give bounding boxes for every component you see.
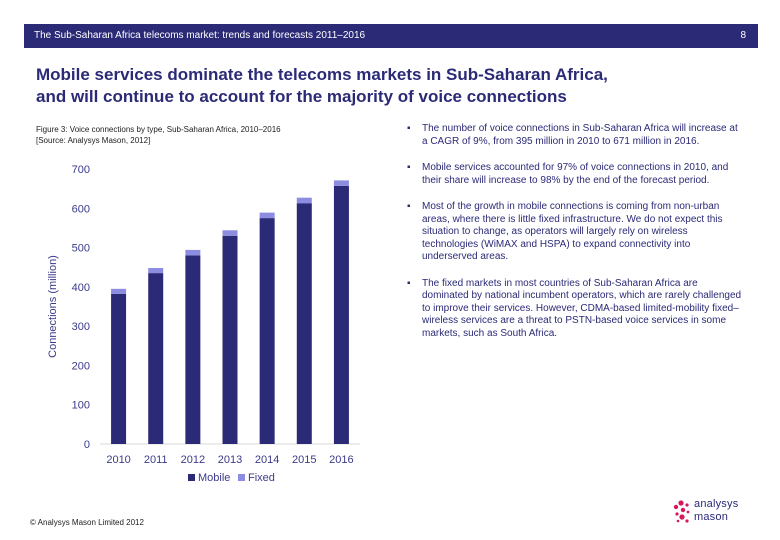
x-tick-label: 2014 [255, 454, 279, 466]
slide-headline: Mobile services dominate the telecoms ma… [36, 64, 746, 108]
bar-mobile-2015 [296, 203, 312, 444]
x-tick-label: 2015 [292, 454, 316, 466]
bullet-item: The fixed markets in most countries of S… [406, 278, 746, 341]
bar-mobile-2014 [259, 218, 275, 444]
bar-fixed-2016 [333, 180, 349, 186]
bar-mobile-2011 [148, 273, 164, 444]
logo-word-analysys: analysys [694, 498, 739, 510]
x-tick-label: 2010 [106, 454, 130, 466]
headline-line-2: and will continue to account for the maj… [36, 87, 567, 106]
legend-label-mobile: Mobile [198, 472, 230, 484]
analysys-mason-logo: analysys mason [672, 494, 752, 528]
y-tick-label: 500 [72, 243, 90, 255]
bar-fixed-2015 [296, 197, 312, 204]
y-tick-label: 0 [84, 439, 90, 451]
logo-dots-icon [673, 500, 690, 523]
bullet-square-icon [407, 123, 411, 136]
y-tick-label: 200 [72, 360, 90, 372]
bullet-item: Mobile services accounted for 97% of voi… [406, 162, 746, 187]
legend-label-fixed: Fixed [248, 472, 275, 484]
bullet-square-icon [407, 162, 411, 175]
headline-line-1: Mobile services dominate the telecoms ma… [36, 65, 608, 84]
x-tick-label: 2013 [218, 454, 242, 466]
x-tick-label: 2012 [181, 454, 205, 466]
bar-fixed-2013 [222, 230, 238, 236]
bar-fixed-2012 [185, 249, 201, 256]
bullet-square-icon [407, 278, 411, 291]
bar-mobile-2012 [185, 255, 201, 444]
y-tick-label: 400 [72, 282, 90, 294]
copyright-footer: © Analysys Mason Limited 2012 [30, 518, 144, 527]
figure-caption-title: Figure 3: Voice connections by type, Sub… [36, 125, 281, 134]
bullet-square-icon [407, 201, 411, 214]
page-number: 8 [740, 30, 746, 41]
bar-fixed-2014 [259, 212, 275, 219]
bar-fixed-2011 [148, 268, 164, 274]
bar-mobile-2016 [333, 185, 349, 444]
bar-mobile-2013 [222, 235, 238, 444]
y-tick-label: 600 [72, 203, 90, 215]
figure-caption-source: [Source: Analysys Mason, 2012] [36, 136, 151, 145]
figure-caption: Figure 3: Voice connections by type, Sub… [36, 124, 366, 146]
header-bar: The Sub-Saharan Africa telecoms market: … [24, 24, 758, 48]
y-tick-label: 100 [72, 400, 90, 412]
bullet-list: The number of voice connections in Sub-S… [406, 123, 746, 354]
legend-swatch-mobile [188, 474, 195, 481]
bar-fixed-2010 [111, 288, 127, 294]
header-title: The Sub-Saharan Africa telecoms market: … [34, 30, 366, 41]
voice-connections-chart: 0 100 200 300 400 500 600 700 Connections (milli… [47, 164, 360, 484]
x-tick-label: 2016 [329, 454, 353, 466]
x-tick-label: 2011 [144, 454, 168, 466]
y-tick-label: 300 [72, 321, 90, 333]
y-axis-label: Connections (million) [47, 255, 59, 358]
bullet-item: The number of voice connections in Sub-S… [406, 123, 746, 148]
bullet-item: Most of the growth in mobile connections… [406, 201, 746, 264]
y-tick-label: 700 [72, 164, 90, 176]
logo-word-mason: mason [694, 511, 729, 523]
bar-mobile-2010 [111, 293, 127, 444]
legend-swatch-fixed [238, 474, 245, 481]
